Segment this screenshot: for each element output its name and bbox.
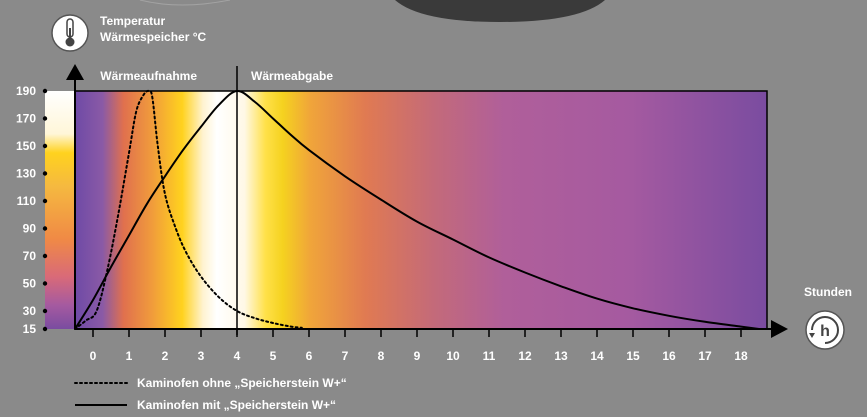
x-tick-label: 1 [126,349,133,363]
x-tick-label: 16 [662,349,676,363]
decorative-top-shapes [139,0,605,22]
y-tick-dot [42,88,48,94]
y-ticks: 15 30 50 70 90 110 130 150 170 190 [16,84,48,336]
x-ticks: 0 1 2 3 4 5 6 7 8 9 10 11 12 13 14 15 16 17 18 [90,329,748,363]
y-axis-header: Temperatur Wärmespeicher °C [51,14,207,52]
y-tick-label: 15 [23,322,37,336]
x-tick-label: 8 [378,349,385,363]
y-tick-label: 50 [23,277,37,291]
plot-area [74,90,768,330]
y-tick-dot [42,308,48,314]
y-axis-title-line2: Wärmespeicher °C [100,30,207,44]
y-tick-label: 90 [23,222,37,236]
x-tick-label: 11 [483,349,496,363]
y-tick-dot [42,226,48,231]
x-tick-label: 10 [446,349,460,363]
legend-label-ohne: Kaminofen ohne „Speicherstein W+“ [137,376,347,390]
phase-label-left: Wärmeaufnahme [100,69,197,83]
x-tick-label: 9 [414,349,421,363]
x-tick-label: 15 [626,349,640,363]
x-tick-label: 13 [554,349,568,363]
y-tick-dot [42,326,48,332]
x-tick-label: 14 [590,349,604,363]
series-line-ohne [74,89,303,330]
x-axis-title: Stunden [804,285,852,299]
y-tick-label: 70 [23,249,37,263]
clock-icon: h [805,310,845,350]
legend: Kaminofen ohne „Speicherstein W+“ Kamino… [74,376,347,412]
y-tick-label: 170 [16,112,36,126]
y-tick-dot [42,198,48,204]
y-tick-label: 190 [16,84,36,98]
y-axis-color-strip [45,91,75,329]
y-tick-dot [42,281,48,286]
x-tick-label: 6 [306,349,313,363]
x-tick-label: 4 [234,349,241,363]
x-axis-arrow [771,320,788,338]
y-tick-label: 130 [16,167,36,181]
y-tick-label: 30 [23,304,37,318]
y-tick-dot [42,143,48,149]
phase-label-right: Wärmeabgabe [251,69,333,83]
y-axis-title-line1: Temperatur [100,14,165,28]
x-tick-label: 12 [518,349,532,363]
svg-text:h: h [820,323,830,340]
y-tick-dot [42,171,48,176]
y-tick-dot [42,116,48,121]
decorative-arc [139,0,231,6]
x-tick-label: 17 [698,349,712,363]
decorative-stove-base [395,0,605,22]
series-line-mit [74,90,760,330]
x-tick-label: 7 [342,349,349,363]
x-tick-label: 3 [198,349,205,363]
y-tick-dot [42,253,48,259]
x-tick-label: 2 [162,349,169,363]
legend-label-mit: Kaminofen mit „Speicherstein W+“ [137,398,336,412]
y-axis-arrow [66,64,84,80]
y-tick-label: 150 [16,139,36,153]
y-tick-label: 110 [17,194,37,208]
x-tick-label: 0 [90,349,97,363]
x-tick-label: 18 [734,349,748,363]
x-tick-label: 5 [270,349,277,363]
thermometer-icon [65,18,75,47]
